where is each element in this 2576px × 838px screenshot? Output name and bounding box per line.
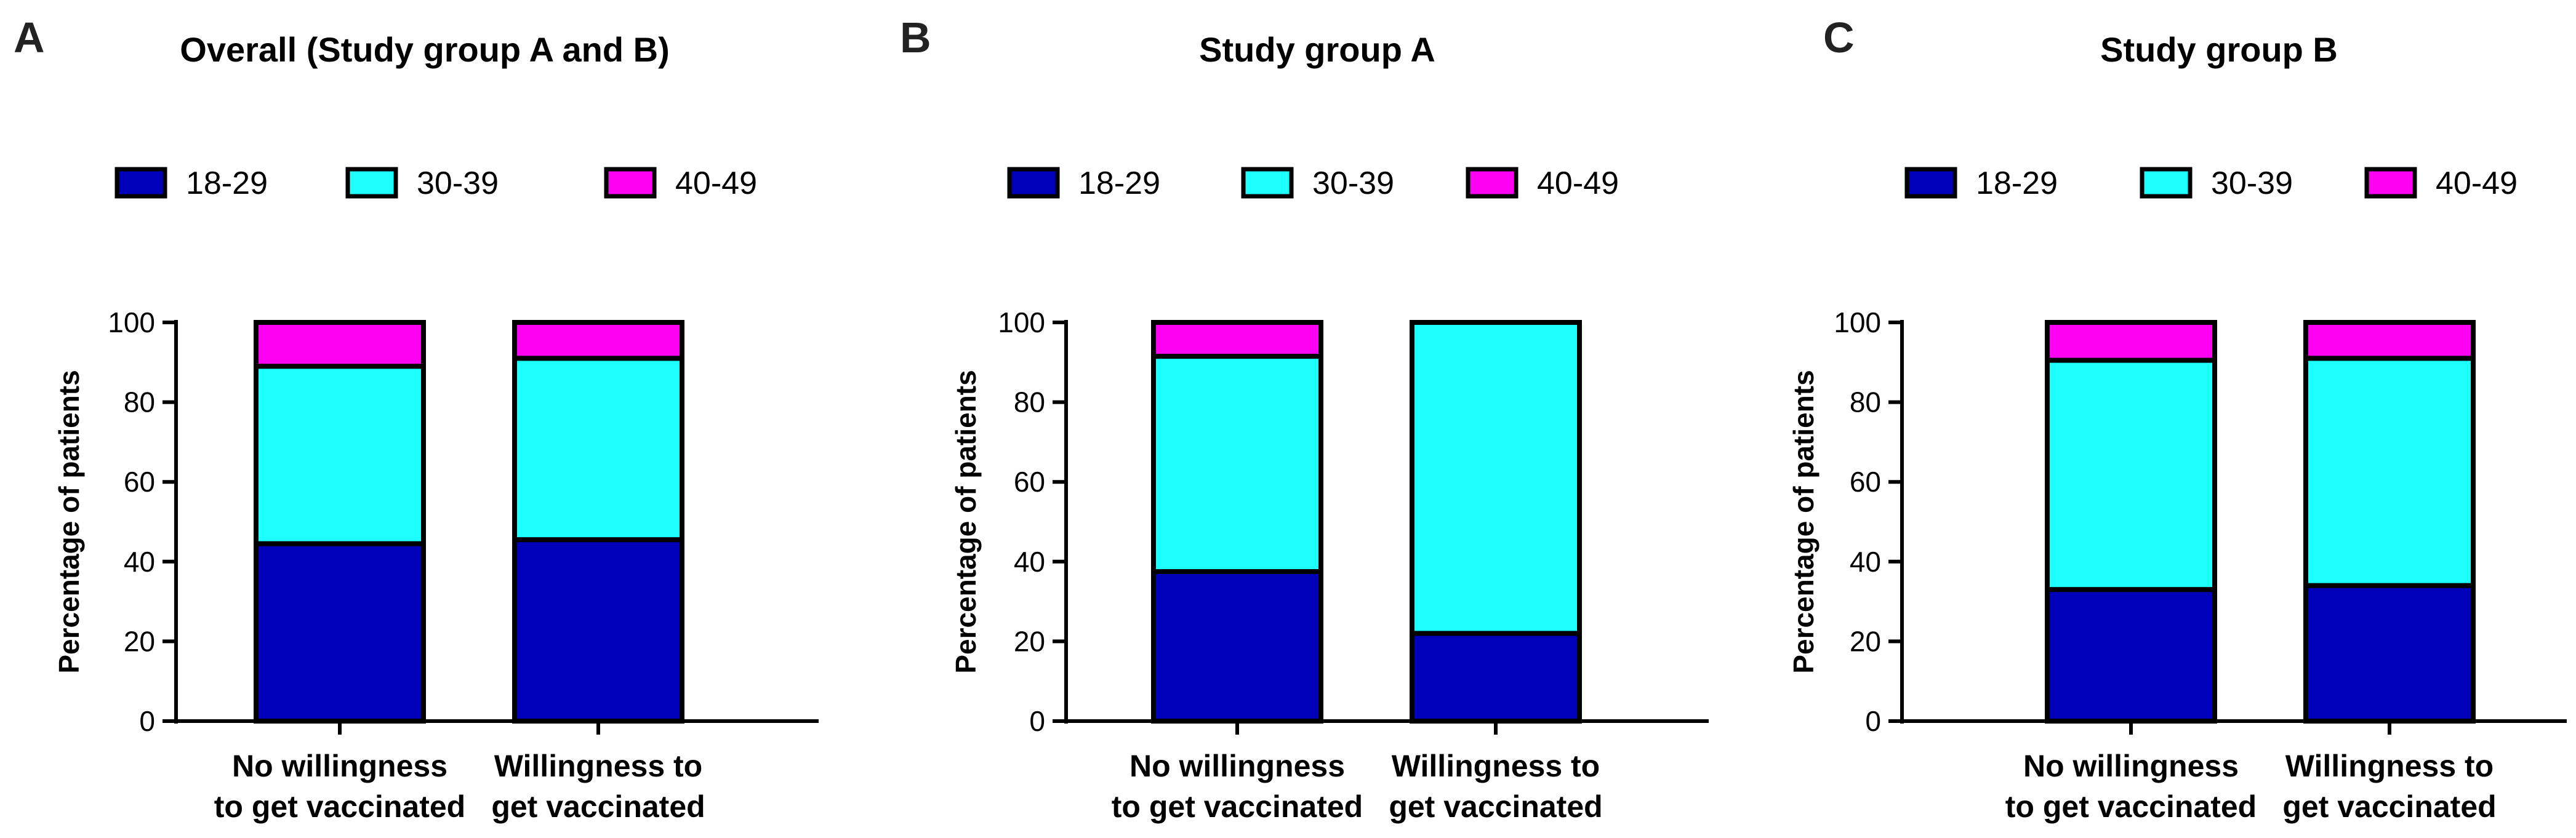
y-tick-label-100: 100 xyxy=(1834,306,1881,338)
legend-swatch-18-29 xyxy=(1007,167,1060,199)
y-tick-label-0: 0 xyxy=(1865,705,1881,737)
bar-segment-18-29-cat0 xyxy=(254,541,426,724)
category-label-line: to get vaccinated xyxy=(214,789,465,824)
category-label-line: get vaccinated xyxy=(491,789,705,824)
panel-letter: C xyxy=(1823,14,1855,62)
legend-label-30-39: 30-39 xyxy=(1312,166,1394,201)
y-tick-label-60: 60 xyxy=(1014,466,1045,498)
legend-swatch-40-49 xyxy=(2364,167,2417,199)
chart-panel-a: A Overall (Study group A and B) 18-29 30-39… xyxy=(14,14,819,824)
y-tick-label-80: 80 xyxy=(1850,386,1881,418)
legend-swatch-18-29 xyxy=(114,167,167,199)
y-tick-label-100: 100 xyxy=(108,306,155,338)
y-tick-label-60: 60 xyxy=(1850,466,1881,498)
panel-title: Overall (Study group A and B) xyxy=(180,30,669,69)
y-axis-title: Percentage of patients xyxy=(1788,370,1820,673)
panel-title: Study group A xyxy=(1199,30,1435,69)
legend-label-40-49: 40-49 xyxy=(1537,166,1619,201)
category-label-line: get vaccinated xyxy=(1389,789,1602,824)
category-label-line: get vaccinated xyxy=(2282,789,2496,824)
legend-label-18-29: 18-29 xyxy=(186,166,268,201)
category-label-line: Willingness to xyxy=(494,749,702,783)
chart-panel-b: B Study group A 18-29 30-39 40-49 0 20 40 60 80 10… xyxy=(900,14,1709,824)
y-axis-title: Percentage of patients xyxy=(53,370,85,673)
y-tick-label-40: 40 xyxy=(1850,546,1881,578)
bar-segment-40-49-cat0 xyxy=(2045,320,2217,363)
bar-segment-18-29-cat1 xyxy=(1410,631,1582,724)
panel-letter: B xyxy=(900,14,931,62)
y-tick-label-40: 40 xyxy=(1014,546,1045,578)
panel-title: Study group B xyxy=(2100,30,2338,69)
y-tick-label-60: 60 xyxy=(124,466,155,498)
legend-swatch-40-49 xyxy=(1466,167,1519,199)
legend-swatch-30-39 xyxy=(1241,167,1294,199)
category-label-line: Willingness to xyxy=(2285,749,2494,783)
category-label-line: Willingness to xyxy=(1392,749,1600,783)
y-tick-label-20: 20 xyxy=(124,625,155,657)
bar-segment-40-49-cat1 xyxy=(2303,320,2476,361)
bar-segment-30-39-cat0 xyxy=(1151,354,1323,575)
y-tick-label-20: 20 xyxy=(1850,625,1881,657)
legend-swatch-30-39 xyxy=(2140,167,2193,199)
chart-panel-c: C Study group B 18-29 30-39 40-49 0 20 40 60 80 10… xyxy=(1788,14,2567,824)
legend-label-30-39: 30-39 xyxy=(2211,166,2293,201)
legend-label-30-39: 30-39 xyxy=(417,166,499,201)
legend-swatch-40-49 xyxy=(604,167,657,199)
y-tick-label-0: 0 xyxy=(1029,705,1045,737)
category-label-line: No willingness xyxy=(2023,749,2239,783)
y-tick-label-0: 0 xyxy=(139,705,155,737)
bar-segment-30-39-cat1 xyxy=(2303,356,2476,588)
y-tick-label-80: 80 xyxy=(1014,386,1045,418)
y-tick-label-20: 20 xyxy=(1014,625,1045,657)
category-label-line: No willingness xyxy=(232,749,447,783)
bar-segment-30-39-cat0 xyxy=(2045,357,2217,593)
bar-segment-30-39-cat1 xyxy=(1410,320,1582,636)
category-label-line: to get vaccinated xyxy=(2005,789,2257,824)
category-label-line: to get vaccinated xyxy=(1112,789,1363,824)
category-label-line: No willingness xyxy=(1130,749,1345,783)
y-tick-label-40: 40 xyxy=(124,546,155,578)
panel-letter: A xyxy=(14,14,45,62)
bar-segment-40-49-cat1 xyxy=(512,320,684,361)
bar-segment-30-39-cat0 xyxy=(254,364,426,546)
legend-label-18-29: 18-29 xyxy=(1078,166,1160,201)
legend-label-18-29: 18-29 xyxy=(1976,166,2058,201)
bar-segment-30-39-cat1 xyxy=(512,356,684,543)
bar-segment-40-49-cat0 xyxy=(1151,320,1323,359)
y-tick-label-80: 80 xyxy=(124,386,155,418)
bar-segment-18-29-cat0 xyxy=(2045,587,2217,724)
bar-segment-18-29-cat1 xyxy=(512,537,684,724)
legend-label-40-49: 40-49 xyxy=(675,166,757,201)
legend-label-40-49: 40-49 xyxy=(2436,166,2518,201)
legend-swatch-18-29 xyxy=(1904,167,1957,199)
y-tick-label-100: 100 xyxy=(998,306,1045,338)
bar-segment-40-49-cat0 xyxy=(254,320,426,369)
y-axis-title: Percentage of patients xyxy=(950,370,982,673)
legend-swatch-30-39 xyxy=(345,167,398,199)
bar-segment-18-29-cat0 xyxy=(1151,569,1323,724)
bar-segment-18-29-cat1 xyxy=(2303,583,2476,724)
